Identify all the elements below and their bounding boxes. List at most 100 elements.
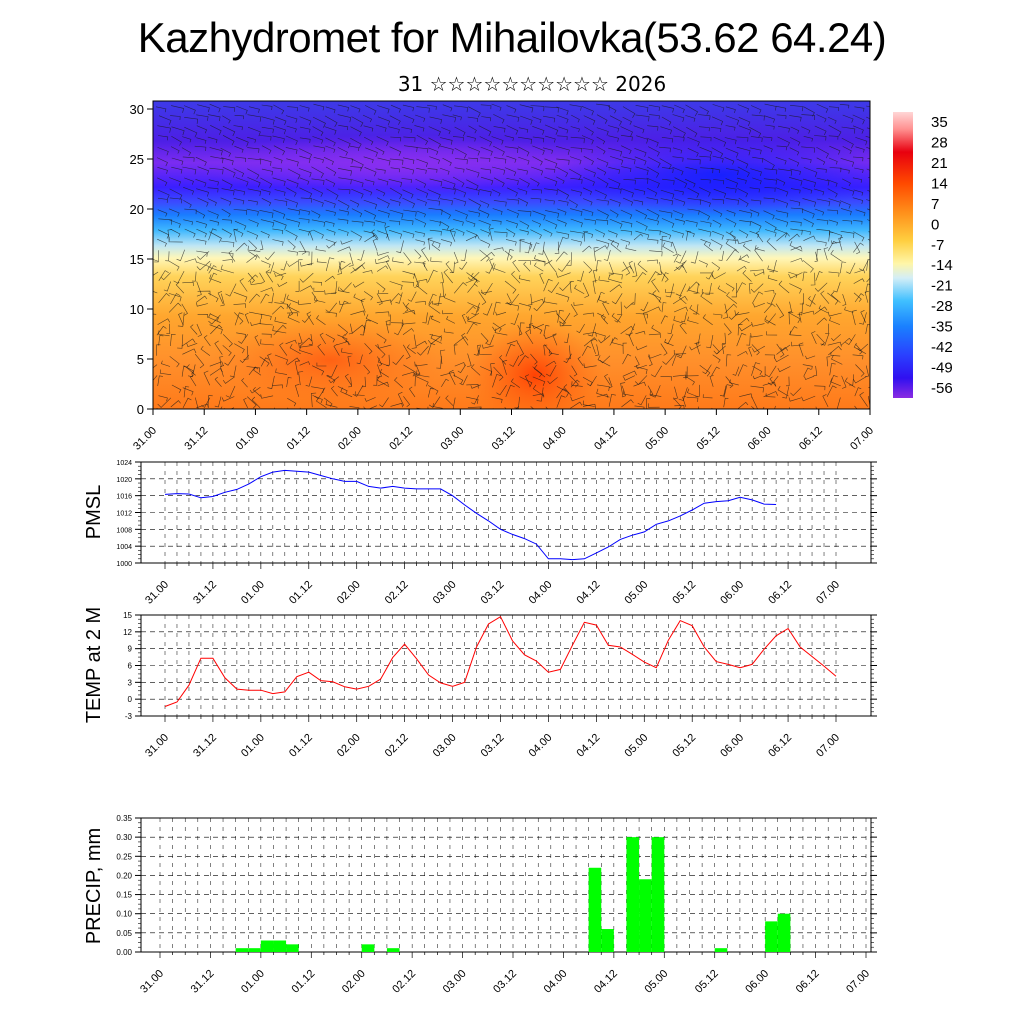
wind-barb (584, 231, 588, 242)
wind-barb (234, 343, 245, 354)
wind-barb (583, 261, 593, 274)
wind-barb (608, 262, 614, 276)
wind-barb (273, 125, 286, 135)
wind-barb (168, 260, 180, 271)
wind-barb (452, 397, 456, 409)
wind-barb (647, 156, 661, 168)
wind-barb (687, 148, 699, 157)
wind-barb (234, 189, 245, 196)
wind-barb (454, 167, 465, 173)
wind-barb (859, 392, 868, 407)
wind-barb (671, 353, 681, 366)
wind-barb (769, 376, 777, 387)
precip-bar (601, 929, 614, 952)
wind-barb (698, 228, 712, 237)
wind-barb (183, 105, 196, 115)
wind-barb (221, 396, 235, 402)
wind-barb (247, 126, 261, 137)
y-tick-label: 1008 (116, 527, 132, 534)
wind-barb (816, 177, 830, 186)
wind-barb (430, 315, 441, 323)
wind-barb (788, 158, 800, 167)
wind-barb (247, 245, 261, 252)
wind-barb (434, 293, 441, 306)
wind-barb (524, 241, 532, 254)
wind-barb (608, 239, 620, 248)
wind-barb (543, 115, 556, 123)
wind-barb (455, 228, 465, 236)
wind-barb (377, 230, 389, 239)
wind-barb (804, 375, 815, 380)
wind-barb (749, 187, 760, 193)
wind-barb (660, 198, 674, 206)
wind-barb (723, 397, 729, 408)
wind-barb (312, 116, 326, 128)
wind-barb (543, 278, 553, 292)
wind-barb (427, 189, 441, 200)
wind-barb (286, 187, 297, 197)
wind-barb (751, 114, 765, 121)
wind-barb (207, 292, 219, 303)
wind-barb (763, 145, 773, 153)
wind-barb (765, 365, 777, 378)
wind-barb (449, 261, 455, 273)
y-tick-label: 15 (123, 611, 132, 620)
wind-barb (603, 249, 611, 261)
wind-barb (403, 396, 411, 407)
wind-barb (860, 310, 867, 323)
wind-barb (737, 104, 749, 113)
warm-region (210, 315, 450, 405)
wind-barb (298, 229, 310, 236)
wind-barb (234, 115, 244, 120)
wind-barb (200, 345, 211, 356)
wind-barb (842, 178, 851, 187)
wind-barb (337, 147, 348, 156)
wind-barb (453, 251, 459, 264)
wind-barb (166, 323, 171, 334)
wind-barb (351, 116, 364, 127)
wind-barb (492, 208, 503, 215)
x-tick-label: 05.12 (670, 579, 698, 607)
wind-barb (570, 147, 583, 153)
wind-barb (594, 245, 608, 253)
wind-barb (673, 306, 688, 313)
wind-barb (214, 376, 222, 387)
wind-barb (496, 385, 507, 396)
wind-barb (778, 280, 790, 294)
wind-barb (153, 364, 158, 369)
x-tick-label: 04.12 (575, 579, 603, 607)
wind-barb (635, 271, 647, 283)
x-tick-label: 06.00 (746, 425, 774, 453)
wind-barb (702, 394, 713, 399)
wind-barb (662, 242, 674, 253)
wind-barb (700, 220, 712, 228)
wind-barb (479, 366, 493, 376)
precip-bar (248, 948, 261, 952)
wind-barb (609, 284, 623, 293)
wind-barb (737, 166, 750, 178)
wind-barb (299, 187, 313, 199)
wind-barb (699, 146, 713, 157)
wind-barb (556, 106, 569, 116)
wind-barb (510, 378, 520, 388)
wind-barb (736, 332, 747, 347)
wind-barb (816, 249, 822, 261)
wind-barb (557, 310, 564, 323)
x-tick-label: 04.00 (542, 968, 570, 996)
wind-barb (440, 145, 454, 155)
wind-barb (828, 125, 842, 137)
wind-barb (555, 272, 571, 278)
wind-barb (491, 166, 506, 175)
wind-barb (416, 158, 428, 168)
wind-barb (196, 188, 209, 197)
wind-barb (673, 349, 687, 355)
y-tick-label: 12 (123, 628, 132, 637)
wind-barb (853, 231, 865, 242)
wind-barb (416, 134, 429, 146)
wind-barb (376, 251, 389, 256)
wind-barb (725, 115, 740, 126)
wind-barb (223, 106, 236, 112)
wind-barb (596, 219, 609, 225)
wind-barb (634, 405, 645, 409)
